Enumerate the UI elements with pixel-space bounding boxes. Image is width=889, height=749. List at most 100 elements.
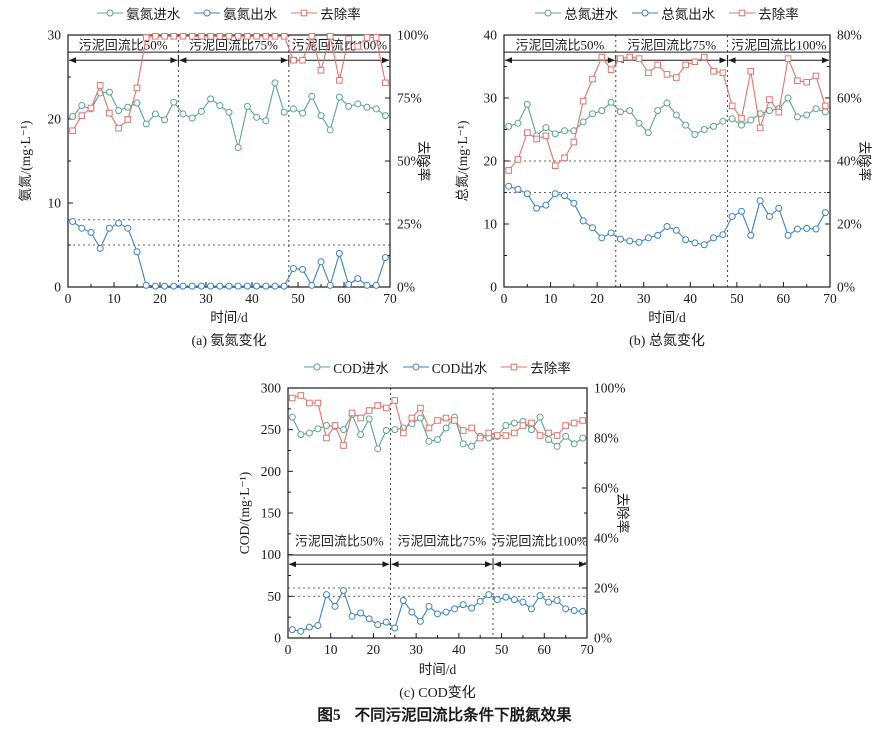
square-marker-icon [570,138,578,146]
circle-marker-icon [784,231,792,239]
circle-marker-icon [682,121,690,129]
circle-marker-icon [348,612,356,620]
circle-marker-icon [803,111,811,119]
square-marker-icon [400,429,407,437]
circle-marker-icon [280,108,288,116]
square-marker-icon [271,32,279,40]
circle-marker-icon [510,596,518,604]
circle-marker-icon [179,282,187,290]
left-tick-label: 0 [54,280,61,295]
circle-marker-icon [644,234,652,242]
square-marker-icon [505,167,512,174]
arrowhead-left-icon [391,561,399,568]
circle-legend-marker-icon [632,9,659,17]
square-marker-icon [216,32,224,40]
square-marker-icon [710,67,717,75]
circle-marker-icon [514,119,522,127]
square-marker-icon [425,424,433,432]
circle-marker-icon [553,597,561,604]
square-marker-icon [775,108,783,116]
square-marker-icon [542,132,550,140]
arrowhead-left-icon [179,57,187,64]
circle-marker-icon [124,103,132,111]
circle-marker-icon [691,239,699,247]
square-marker-icon [476,434,484,442]
square-marker-icon [635,55,643,62]
phase-label: 污泥回流比75% [189,38,278,53]
circle-marker-icon [542,124,550,132]
circle-marker-icon [459,601,467,609]
circle-marker-icon [354,100,362,108]
arrowhead-right-icon [579,561,586,568]
legend-item-removal: 去除率 [291,3,361,23]
circle-marker-icon [416,414,424,422]
circle-marker-icon [803,224,811,232]
circle-marker-icon [188,282,196,290]
right-tick-label: 40% [594,531,619,546]
square-marker-icon [617,55,624,62]
circle-marker-icon [317,258,325,266]
legend-chart-b: 总氮进水 总氮出水 去除率 [504,4,830,22]
square-marker-icon [654,61,661,69]
circle-marker-icon [416,617,424,625]
circle-marker-icon [756,110,764,118]
circle-marker-icon [170,282,178,290]
series-influent [505,94,829,140]
left-tick-label: 0 [274,631,281,646]
circle-marker-icon [299,109,307,117]
x-tick-label: 40 [684,291,698,306]
circle-marker-icon [262,117,270,125]
circle-marker-icon [747,116,755,124]
circle-marker-icon [216,102,224,110]
circle-marker-icon [207,95,215,103]
circle-marker-icon [738,121,746,129]
square-marker-icon [290,56,297,64]
left-tick-label: 20 [484,154,498,169]
circle-marker-icon [728,115,736,123]
square-marker-icon [663,71,671,78]
circle-marker-icon [598,234,606,242]
right-tick-label: 75% [397,91,422,106]
circle-marker-icon [335,93,343,101]
square-marker-icon [161,32,168,40]
left-tick-label: 30 [484,91,498,106]
square-marker-icon [262,32,270,40]
square-marker-icon [170,32,178,40]
circle-marker-icon [672,111,680,119]
x-tick-label: 10 [107,291,121,306]
legend-item-removal: 去除率 [729,3,799,23]
x-tick-label: 50 [495,642,509,657]
circle-marker-icon [271,282,279,290]
arrowhead-right-icon [280,57,288,64]
square-marker-icon [115,124,122,132]
square-marker-icon [562,422,569,429]
circle-marker-icon [579,217,587,225]
circle-marker-icon [710,234,718,242]
phase-label: 污泥回流比50% [515,38,604,53]
square-marker-icon [468,424,475,432]
circle-marker-icon [476,597,484,605]
circle-marker-icon [598,107,606,115]
square-marker-icon [766,96,773,103]
circle-marker-icon [391,624,399,632]
circle-marker-icon [551,190,559,198]
square-marker-icon [345,35,352,43]
circle-marker-icon [78,224,86,232]
circle-marker-icon [505,122,513,130]
circle-marker-icon [105,224,113,232]
circle-marker-icon [607,98,615,106]
circle-marker-icon [821,209,829,217]
circle-marker-icon [561,192,569,200]
square-marker-icon [314,399,322,407]
circle-marker-icon [197,282,205,290]
square-marker-icon [756,124,764,132]
circle-marker-icon [485,591,493,599]
circle-marker-icon [765,107,773,115]
circle-marker-icon [442,608,450,616]
circle-marker-icon [536,592,544,599]
circle-marker-icon [527,426,535,434]
series-influent [69,79,389,152]
circle-marker-icon [562,432,570,440]
circle-marker-icon [234,144,242,152]
x-tick-label: 60 [337,291,351,306]
